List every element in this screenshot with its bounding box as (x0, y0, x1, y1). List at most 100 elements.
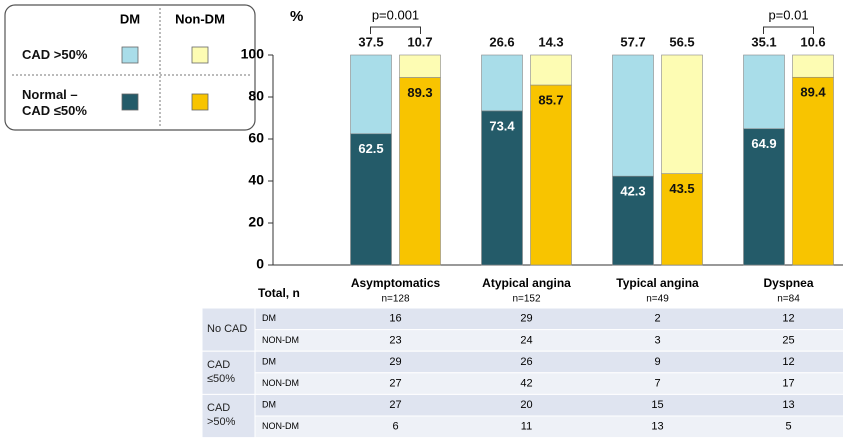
table-row (254, 350, 843, 374)
bar-segment (612, 175, 654, 266)
table-row-label: NON-DM (262, 421, 299, 431)
bar-segment (743, 128, 785, 266)
bar-segment (530, 54, 572, 86)
bar-segment (792, 54, 834, 78)
legend-swatch (191, 46, 209, 64)
table-cell: 6 (392, 421, 398, 433)
bar-segment (350, 133, 392, 266)
table-cell: 2 (654, 313, 660, 325)
table-header: Total, n (258, 286, 300, 300)
bar-segment (399, 54, 441, 78)
value-label: 73.4 (489, 118, 515, 133)
legend-swatch (121, 93, 139, 111)
table-row (254, 372, 843, 395)
table-cell: 23 (389, 334, 401, 346)
table-row-label: DM (262, 356, 276, 366)
value-label: 56.5 (669, 34, 694, 49)
value-label: 37.5 (358, 34, 383, 49)
table-cell: 5 (785, 421, 791, 433)
table-cell: 17 (782, 378, 794, 390)
value-label: 85.7 (538, 92, 563, 107)
table-row-label: NON-DM (262, 378, 299, 388)
legend-row-label: Normal – CAD ≤50% (22, 87, 87, 118)
table-cell: 26 (520, 356, 532, 368)
table-group-label: No CAD (207, 323, 248, 335)
table-cell: 11 (521, 421, 532, 433)
bar-segment (743, 54, 785, 130)
bar-segment (530, 84, 572, 266)
y-tick-label: 40 (248, 172, 264, 188)
table-column-total: n=128 (381, 294, 410, 305)
value-label: 89.3 (407, 85, 432, 100)
bar-segment (481, 54, 523, 112)
legend-column-label: DM (120, 11, 140, 26)
value-label: 35.1 (751, 34, 776, 49)
value-label: 43.5 (669, 181, 694, 196)
annotation: p=0.01 (768, 7, 808, 22)
value-label: 64.9 (751, 136, 776, 151)
bar-segment (481, 110, 523, 266)
table-row (254, 393, 843, 417)
table-row (254, 329, 843, 352)
table-column-total: n=84 (777, 294, 800, 305)
table-column-total: n=49 (646, 294, 669, 305)
table-cell: 27 (389, 378, 401, 390)
table-group-cell (201, 350, 256, 395)
table-column-header: Asymptomatics (351, 276, 441, 290)
legend-swatch (121, 46, 139, 64)
table-group-cell (201, 393, 256, 438)
table-cell: 29 (389, 356, 401, 368)
legend-row-label: CAD >50% (22, 47, 88, 62)
table-cell: 15 (651, 399, 663, 411)
table-cell: 3 (654, 334, 660, 346)
annotation-bracket (370, 26, 421, 34)
table-row-label: DM (262, 400, 276, 410)
y-tick-label: 60 (248, 130, 264, 146)
legend-column-label: Non-DM (175, 11, 225, 26)
annotation-bracket (763, 26, 814, 34)
table-cell: 25 (782, 334, 794, 346)
y-axis-label: % (290, 8, 303, 25)
table-cell: 29 (520, 313, 532, 325)
table-row (254, 415, 843, 438)
table-cell: 27 (389, 399, 401, 411)
table-cell: 13 (651, 421, 663, 433)
table-cell: 13 (782, 399, 794, 411)
y-tick-label: 80 (248, 88, 264, 104)
bar-segment (399, 77, 441, 266)
table-cell: 12 (782, 313, 794, 325)
legend-swatch (191, 93, 209, 111)
bar-segment (792, 76, 834, 266)
table-group-label: CAD ≤50% (207, 359, 236, 386)
value-label: 26.6 (489, 34, 514, 49)
table-cell: 20 (520, 399, 532, 411)
table-cell: 24 (520, 334, 532, 346)
table-column-total: n=152 (512, 294, 541, 305)
bar-segment (661, 173, 703, 266)
table-column-header: Dyspnea (763, 276, 813, 290)
value-label: 42.3 (620, 184, 645, 199)
bar-segment (350, 54, 392, 135)
table-cell: 16 (389, 313, 401, 325)
bar-segment (612, 54, 654, 177)
table-cell: 42 (520, 378, 532, 390)
bar-segment (661, 54, 703, 174)
value-label: 14.3 (538, 34, 563, 49)
table-cell: 12 (782, 356, 794, 368)
table-column-header: Typical angina (616, 276, 699, 290)
table-row-label: NON-DM (262, 335, 299, 345)
table-column-header: Atypical angina (482, 276, 571, 290)
value-label: 10.7 (407, 34, 432, 49)
value-label: 62.5 (358, 141, 383, 156)
y-tick-label: 100 (241, 46, 265, 62)
y-tick-label: 0 (256, 256, 264, 272)
table-row-label: DM (262, 313, 276, 323)
table-row (254, 307, 843, 331)
annotation: p=0.001 (372, 7, 419, 22)
value-label: 57.7 (620, 34, 645, 49)
table-group-cell (201, 307, 256, 352)
value-label: 89.4 (800, 85, 826, 100)
table-cell: 9 (654, 356, 660, 368)
